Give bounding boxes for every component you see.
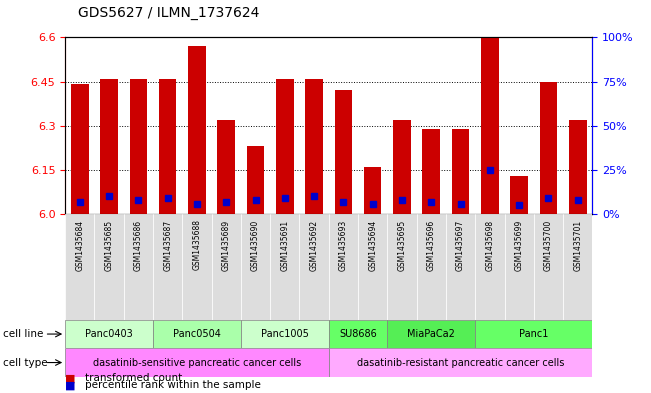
- Bar: [540, 81, 557, 214]
- Bar: [299, 214, 329, 320]
- Bar: [510, 176, 528, 214]
- Bar: [65, 348, 329, 377]
- Bar: [153, 320, 241, 348]
- Text: percentile rank within the sample: percentile rank within the sample: [85, 380, 260, 390]
- Text: GSM1435684: GSM1435684: [76, 219, 84, 271]
- Text: dasatinib-sensitive pancreatic cancer cells: dasatinib-sensitive pancreatic cancer ce…: [93, 358, 301, 367]
- Text: GSM1435688: GSM1435688: [193, 219, 201, 270]
- Text: cell type: cell type: [3, 358, 48, 367]
- Bar: [329, 214, 358, 320]
- Text: GSM1435696: GSM1435696: [427, 219, 436, 271]
- Text: GSM1435699: GSM1435699: [515, 219, 523, 271]
- Bar: [417, 214, 446, 320]
- Bar: [182, 214, 212, 320]
- Bar: [65, 214, 94, 320]
- Text: GDS5627 / ILMN_1737624: GDS5627 / ILMN_1737624: [78, 6, 260, 20]
- Text: Panc0504: Panc0504: [173, 329, 221, 339]
- Text: GSM1435686: GSM1435686: [134, 219, 143, 271]
- Bar: [481, 37, 499, 214]
- Text: SU8686: SU8686: [339, 329, 377, 339]
- Bar: [153, 214, 182, 320]
- Text: GSM1435700: GSM1435700: [544, 219, 553, 271]
- Bar: [188, 46, 206, 214]
- Bar: [159, 79, 176, 214]
- Bar: [329, 320, 387, 348]
- Bar: [569, 120, 587, 214]
- Bar: [71, 84, 89, 214]
- Bar: [329, 348, 592, 377]
- Bar: [534, 214, 563, 320]
- Text: Panc1005: Panc1005: [261, 329, 309, 339]
- Bar: [270, 214, 299, 320]
- Bar: [393, 120, 411, 214]
- Bar: [241, 214, 270, 320]
- Text: GSM1435690: GSM1435690: [251, 219, 260, 271]
- Text: dasatinib-resistant pancreatic cancer cells: dasatinib-resistant pancreatic cancer ce…: [357, 358, 564, 367]
- Text: MiaPaCa2: MiaPaCa2: [408, 329, 455, 339]
- Bar: [65, 320, 153, 348]
- Bar: [422, 129, 440, 214]
- Text: Panc0403: Panc0403: [85, 329, 133, 339]
- Bar: [387, 214, 417, 320]
- Text: GSM1435693: GSM1435693: [339, 219, 348, 271]
- Bar: [358, 214, 387, 320]
- Bar: [446, 214, 475, 320]
- Text: GSM1435687: GSM1435687: [163, 219, 172, 271]
- Text: ■: ■: [65, 373, 76, 383]
- Bar: [452, 129, 469, 214]
- Text: GSM1435694: GSM1435694: [368, 219, 377, 271]
- Text: GSM1435685: GSM1435685: [105, 219, 113, 271]
- Bar: [124, 214, 153, 320]
- Bar: [247, 146, 264, 214]
- Bar: [217, 120, 235, 214]
- Bar: [276, 79, 294, 214]
- Text: GSM1435701: GSM1435701: [574, 219, 582, 271]
- Bar: [387, 320, 475, 348]
- Text: GSM1435692: GSM1435692: [310, 219, 318, 271]
- Bar: [100, 79, 118, 214]
- Bar: [241, 320, 329, 348]
- Bar: [475, 320, 592, 348]
- Bar: [364, 167, 381, 214]
- Text: GSM1435695: GSM1435695: [398, 219, 406, 271]
- Text: GSM1435698: GSM1435698: [486, 219, 494, 271]
- Bar: [563, 214, 592, 320]
- Text: GSM1435697: GSM1435697: [456, 219, 465, 271]
- Bar: [335, 90, 352, 214]
- Bar: [94, 214, 124, 320]
- Text: GSM1435689: GSM1435689: [222, 219, 230, 271]
- Text: GSM1435691: GSM1435691: [281, 219, 289, 271]
- Bar: [305, 79, 323, 214]
- Bar: [505, 214, 534, 320]
- Text: cell line: cell line: [3, 329, 44, 339]
- Text: transformed count: transformed count: [85, 373, 182, 383]
- Text: Panc1: Panc1: [519, 329, 549, 339]
- Bar: [212, 214, 241, 320]
- Text: ■: ■: [65, 380, 76, 390]
- Bar: [130, 79, 147, 214]
- Bar: [475, 214, 505, 320]
